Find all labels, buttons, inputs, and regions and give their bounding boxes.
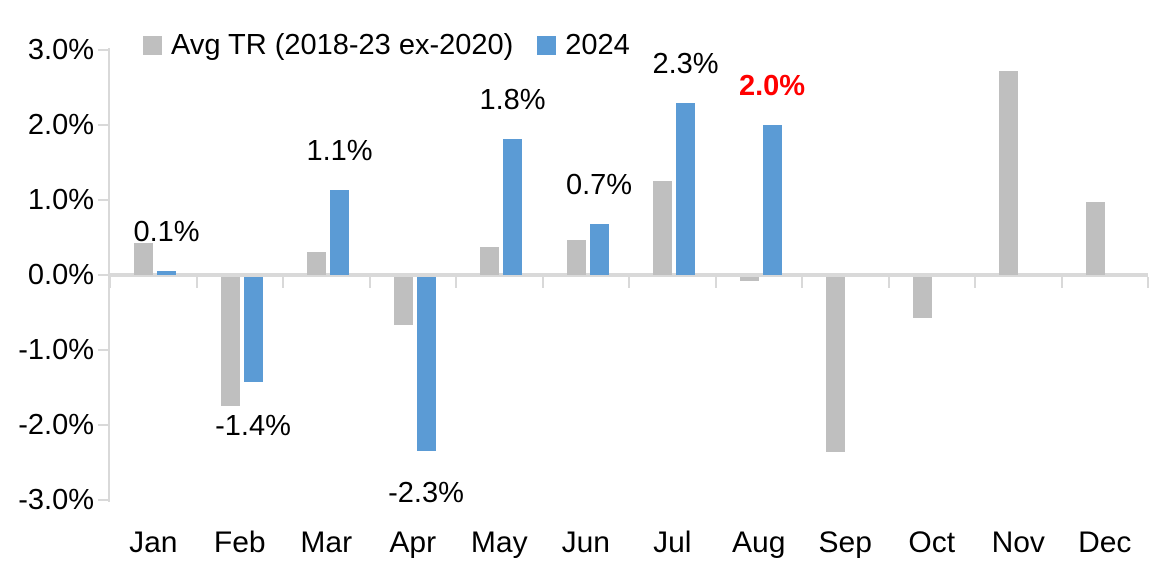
data-label-2024-apr: -2.3% [388,477,464,510]
bar-2024-jan [157,271,176,275]
y-axis-tick [98,424,110,426]
data-label-2024-jul: 2.3% [652,47,719,80]
x-axis-tick [541,277,544,288]
bar-2024-mar [330,190,349,275]
x-axis-tick [628,277,630,288]
x-axis-tick [195,277,198,288]
x-axis-label-apr: Apr [389,526,437,559]
bar-avg-tr-oct [912,277,932,318]
bar-avg-tr-mar [307,251,326,275]
bar-avg-tr-dec [1085,202,1105,275]
x-axis-tick [455,277,457,288]
legend: Avg TR (2018-23 ex-2020) 2024 [143,28,630,62]
y-axis-tick [98,124,110,126]
legend-label-2024: 2024 [565,29,630,61]
y-axis-tick-label: -2.0% [18,409,94,441]
legend-item-avg-tr: Avg TR (2018-23 ex-2020) [143,29,513,61]
data-label-2024-jan: 0.1% [133,216,200,249]
bar-2024-jul [676,102,695,275]
legend-item-2024: 2024 [537,29,630,61]
x-axis-label-dec: Dec [1078,526,1132,559]
y-axis-tick-label: 2.0% [27,109,94,141]
bar-2024-jun [589,224,609,275]
y-axis-tick [98,349,110,351]
bar-avg-tr-feb [220,277,240,406]
bar-2024-feb [243,277,263,383]
bar-avg-tr-jan [134,242,153,275]
x-axis-tick [714,277,717,288]
data-label-2024-feb: -1.4% [215,409,291,442]
x-axis-label-jul: Jul [653,526,692,559]
bar-avg-tr-apr [393,277,413,325]
x-axis-line [108,273,1148,277]
bar-avg-tr-aug [739,277,759,281]
x-axis-label-mar: Mar [300,526,353,559]
x-axis-tick [887,277,890,288]
x-axis-tick [974,277,976,288]
bar-avg-tr-sep [826,277,845,452]
bar-2024-apr [416,277,436,452]
y-axis-tick [98,274,110,276]
y-axis-tick [98,499,110,501]
bar-2024-aug [762,125,782,275]
legend-swatch-2024 [537,35,557,55]
x-axis-tick [109,277,111,288]
x-axis-label-nov: Nov [991,526,1045,559]
x-axis-label-oct: Oct [908,526,956,559]
x-axis-tick [801,277,803,288]
y-axis-tick [98,49,110,51]
bar-avg-tr-jul [653,181,672,275]
x-axis-label-sep: Sep [818,526,872,559]
data-label-2024-aug: 2.0% [738,70,806,102]
y-axis-tick-label: -1.0% [18,334,94,366]
x-axis-tick [1060,277,1063,288]
legend-swatch-avg-tr [143,35,162,55]
x-axis-label-jun: Jun [561,526,610,559]
data-label-2024-jun: 0.7% [565,169,633,201]
data-label-2024-mar: 1.1% [306,135,373,168]
bar-avg-tr-nov [999,71,1018,275]
x-axis-label-feb: Feb [213,526,266,559]
y-axis-tick-label: 1.0% [27,184,94,216]
bar-2024-may [503,139,522,275]
x-axis-tick [282,277,284,288]
bar-avg-tr-may [480,247,499,275]
y-axis-tick [98,199,110,201]
y-axis-tick-label: -3.0% [18,484,94,516]
x-axis-label-aug: Aug [732,526,786,559]
y-axis-tick-label: 0.0% [27,259,94,291]
data-label-2024-may: 1.8% [479,84,546,117]
x-axis-label-may: May [470,526,528,559]
y-axis-tick-label: 3.0% [27,34,94,66]
bar-avg-tr-jun [566,239,586,275]
x-axis-label-jan: Jan [129,526,178,559]
x-axis-tick [368,277,371,288]
legend-label-avg-tr: Avg TR (2018-23 ex-2020) [171,29,514,61]
x-axis-tick [1147,277,1149,288]
